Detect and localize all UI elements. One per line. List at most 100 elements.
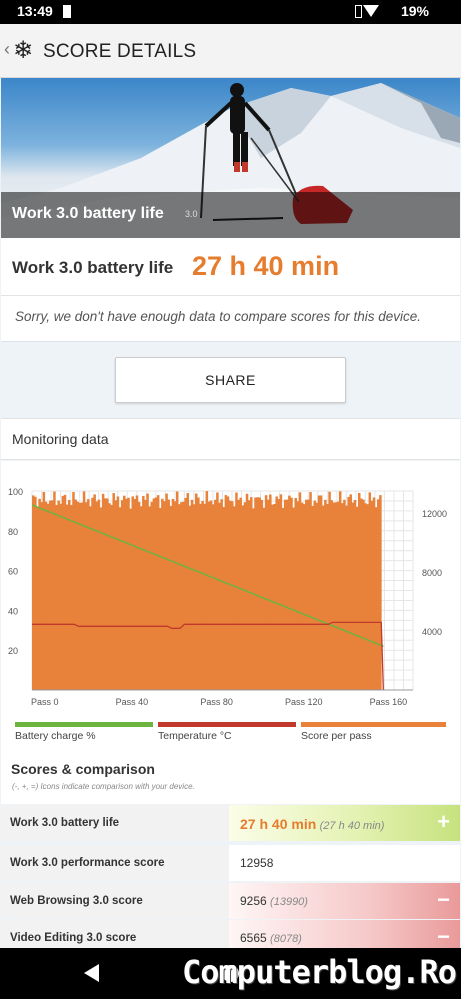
score-bar — [341, 503, 344, 690]
x-tick-label: Pass 0 — [31, 697, 59, 707]
score-bar — [360, 498, 363, 690]
score-row[interactable]: Work 3.0 performance score 12958 — [1, 845, 460, 881]
score-bar — [169, 505, 173, 690]
score-name-cell: Web Browsing 3.0 score — [1, 883, 229, 919]
legend-score-label: Score per pass — [301, 730, 372, 742]
score-bar — [154, 497, 158, 690]
score-bar — [281, 507, 285, 690]
score-bar — [114, 500, 118, 690]
score-bar — [182, 501, 185, 690]
score-bar — [362, 499, 365, 690]
score-bar — [165, 493, 168, 690]
score-bar — [48, 500, 52, 690]
nav-back-icon[interactable] — [84, 964, 99, 982]
score-bar — [190, 499, 194, 690]
score-name-cell: Work 3.0 performance score — [1, 845, 229, 881]
score-row[interactable]: Work 3.0 battery life 27 h 40 min (27 h … — [1, 805, 460, 841]
score-bar — [95, 501, 99, 690]
score-value: 6565 (8078) — [240, 931, 302, 945]
score-bar — [112, 493, 115, 690]
score-bar — [357, 493, 361, 690]
hero-caption-text: Work 3.0 battery life — [12, 205, 164, 222]
score-bar — [61, 495, 65, 690]
wifi-icon — [363, 5, 379, 17]
score-bar — [186, 493, 190, 690]
chevron-left-icon[interactable]: ‹ — [4, 39, 10, 59]
score-bar — [65, 504, 69, 690]
score-bar — [275, 496, 278, 690]
result-label: Work 3.0 battery life — [12, 258, 174, 277]
score-name: Work 3.0 battery life — [10, 817, 120, 829]
score-bar — [120, 500, 124, 690]
score-bar — [349, 494, 353, 690]
system-nav-bar: Computerblog.Ro — [0, 948, 461, 999]
minus-icon: − — [437, 887, 450, 912]
share-button[interactable]: SHARE — [115, 357, 346, 403]
score-bar — [324, 499, 327, 690]
hero-version: 3.0 — [185, 209, 198, 219]
score-bar — [351, 502, 355, 690]
score-bar — [42, 491, 46, 690]
score-bar — [84, 502, 88, 690]
score-bar — [269, 494, 272, 690]
score-bar — [76, 501, 79, 690]
status-time: 13:49 — [17, 3, 53, 19]
score-bar — [173, 501, 177, 690]
score-bar — [260, 499, 264, 690]
score-bar — [353, 500, 357, 690]
score-bar — [258, 497, 261, 690]
score-bar — [334, 502, 338, 690]
scores-subtitle: (-, +, =) Icons indicate comparison with… — [12, 782, 195, 791]
score-bar — [209, 500, 213, 690]
right-tick-label: 8000 — [422, 568, 442, 578]
score-value-text: 27 h 40 min — [240, 816, 317, 832]
nav-home-icon[interactable] — [222, 965, 239, 982]
score-value-cell: 9256 (13990) − — [229, 883, 460, 919]
score-bar — [290, 497, 293, 690]
score-bar — [338, 491, 342, 690]
score-bar — [70, 504, 73, 690]
score-bar — [148, 506, 151, 690]
score-bar — [220, 499, 223, 690]
score-bar — [135, 495, 139, 690]
score-bar — [345, 505, 348, 690]
score-bar — [286, 499, 289, 690]
score-bar — [328, 491, 331, 690]
score-bar — [266, 499, 270, 690]
score-bar — [175, 491, 179, 690]
x-tick-label: Pass 160 — [370, 697, 408, 707]
scores-header: Scores & comparison (-, +, =) Icons indi… — [1, 748, 460, 804]
score-bar — [247, 500, 251, 690]
score-bar — [51, 500, 54, 690]
score-bar — [152, 498, 156, 690]
result-row: Work 3.0 battery life 27 h 40 min — [1, 238, 460, 296]
score-bar — [364, 503, 367, 690]
legend-battery-swatch — [15, 722, 153, 727]
score-bar — [118, 507, 122, 690]
monitoring-header: Monitoring data — [1, 418, 460, 460]
result-value: 27 h 40 min — [192, 251, 340, 281]
score-row[interactable]: Web Browsing 3.0 score 9256 (13990) − — [1, 883, 460, 919]
score-bar — [127, 497, 130, 690]
score-bar — [144, 499, 147, 690]
monitoring-chart-svg: 20 40 60 80 100 4000 8000 12000 Pass 0 Pass 40 Pas… — [8, 487, 447, 707]
legend-score-swatch — [301, 722, 446, 727]
score-compare: (27 h 40 min) — [319, 820, 385, 832]
score-bar — [36, 507, 39, 690]
score-bar — [214, 499, 217, 690]
score-bar — [91, 497, 94, 690]
score-bar — [63, 494, 67, 690]
chart-legend: Battery charge % Temperature °C Score pe… — [1, 716, 460, 746]
score-bar — [315, 502, 319, 690]
score-bar — [279, 494, 283, 690]
legend-battery-label: Battery charge % — [15, 730, 96, 742]
compare-notice-text: Sorry, we don't have enough data to comp… — [15, 309, 422, 324]
score-value-text: 9256 — [240, 894, 267, 908]
monitoring-title: Monitoring data — [12, 431, 109, 447]
left-tick-label: 40 — [8, 606, 18, 616]
score-bar — [137, 501, 141, 690]
score-bar — [252, 508, 255, 690]
score-bar — [32, 495, 35, 690]
score-bar — [108, 503, 111, 690]
x-tick-label: Pass 40 — [116, 697, 149, 707]
